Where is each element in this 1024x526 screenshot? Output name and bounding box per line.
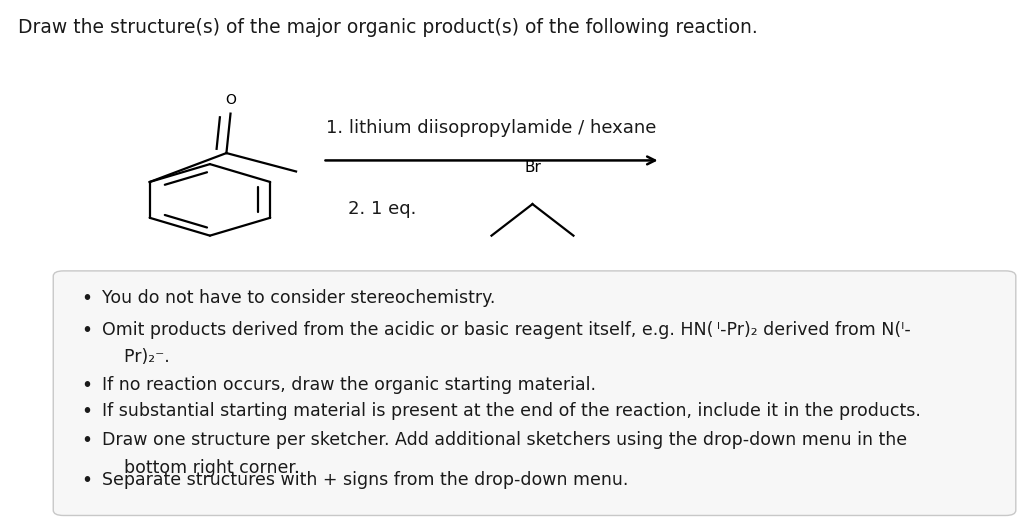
Text: •: • xyxy=(82,431,92,450)
Text: •: • xyxy=(82,376,92,395)
Text: Separate structures with + signs from the drop-down menu.: Separate structures with + signs from th… xyxy=(102,471,629,489)
Text: Pr)₂⁻.: Pr)₂⁻. xyxy=(102,348,170,366)
Text: You do not have to consider stereochemistry.: You do not have to consider stereochemis… xyxy=(102,289,496,307)
Text: O: O xyxy=(225,93,236,107)
Text: •: • xyxy=(82,289,92,308)
Text: •: • xyxy=(82,321,92,340)
Text: Draw one structure per sketcher. Add additional sketchers using the drop-down me: Draw one structure per sketcher. Add add… xyxy=(102,431,907,449)
Text: Omit products derived from the acidic or basic reagent itself, e.g. HN( ᴵ-Pr)₂ d: Omit products derived from the acidic or… xyxy=(102,321,911,339)
Text: •: • xyxy=(82,402,92,421)
Text: Br: Br xyxy=(524,159,541,175)
Text: Draw the structure(s) of the major organic product(s) of the following reaction.: Draw the structure(s) of the major organ… xyxy=(18,18,758,37)
Text: If no reaction occurs, draw the organic starting material.: If no reaction occurs, draw the organic … xyxy=(102,376,596,394)
Text: 1. lithium diisopropylamide / hexane: 1. lithium diisopropylamide / hexane xyxy=(327,119,656,137)
Text: 2. 1 eq.: 2. 1 eq. xyxy=(348,200,417,218)
Text: If substantial starting material is present at the end of the reaction, include : If substantial starting material is pres… xyxy=(102,402,922,420)
FancyBboxPatch shape xyxy=(53,271,1016,515)
Text: •: • xyxy=(82,471,92,490)
Text: bottom right corner.: bottom right corner. xyxy=(102,459,300,477)
